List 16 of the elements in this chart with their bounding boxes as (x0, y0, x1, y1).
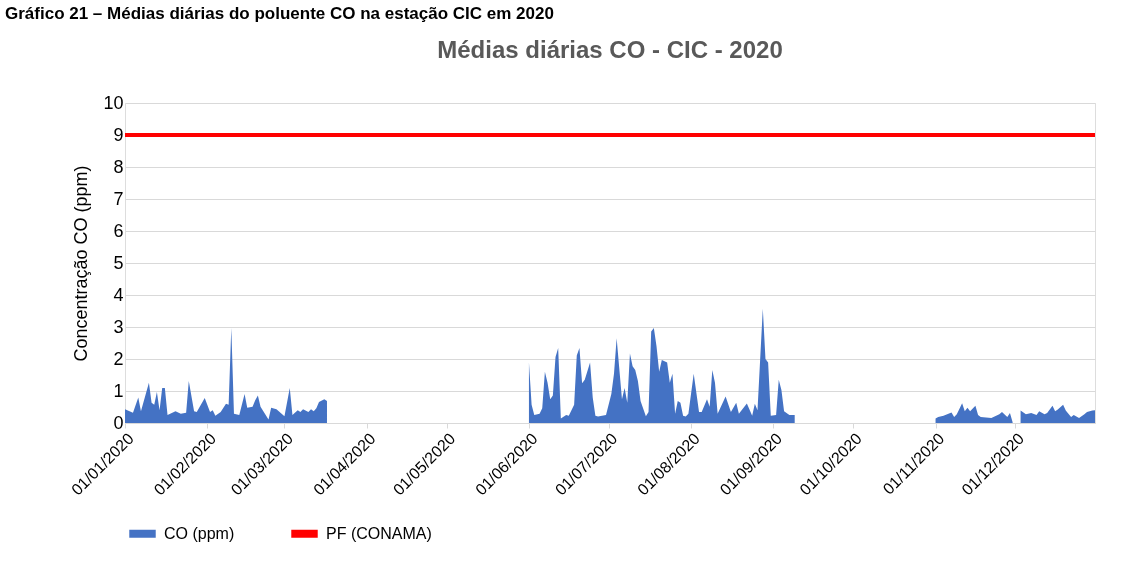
y-tick-label: 9 (113, 124, 124, 145)
y-tick-label: 7 (113, 188, 124, 209)
y-tick-label: 8 (113, 156, 124, 177)
y-tick-label: 4 (113, 284, 124, 305)
y-tick-label: 2 (113, 348, 124, 369)
y-tick-label: 5 (113, 252, 124, 273)
legend-label: CO (ppm) (164, 524, 235, 542)
y-axis-title: Concentração CO (ppm) (71, 165, 92, 362)
y-tick-label: 6 (113, 220, 124, 241)
y-tick-label: 3 (113, 316, 124, 337)
chart-title: Médias diárias CO - CIC - 2020 (437, 36, 783, 63)
text: Gráfico 21 – Médias diárias do poluente CO na estação CIC em 2020 (5, 4, 554, 23)
y-tick-label: 0 (113, 412, 124, 433)
y-tick-label: 1 (113, 380, 124, 401)
legend-label: PF (CONAMA) (326, 524, 432, 542)
y-tick-label: 10 (103, 92, 124, 113)
